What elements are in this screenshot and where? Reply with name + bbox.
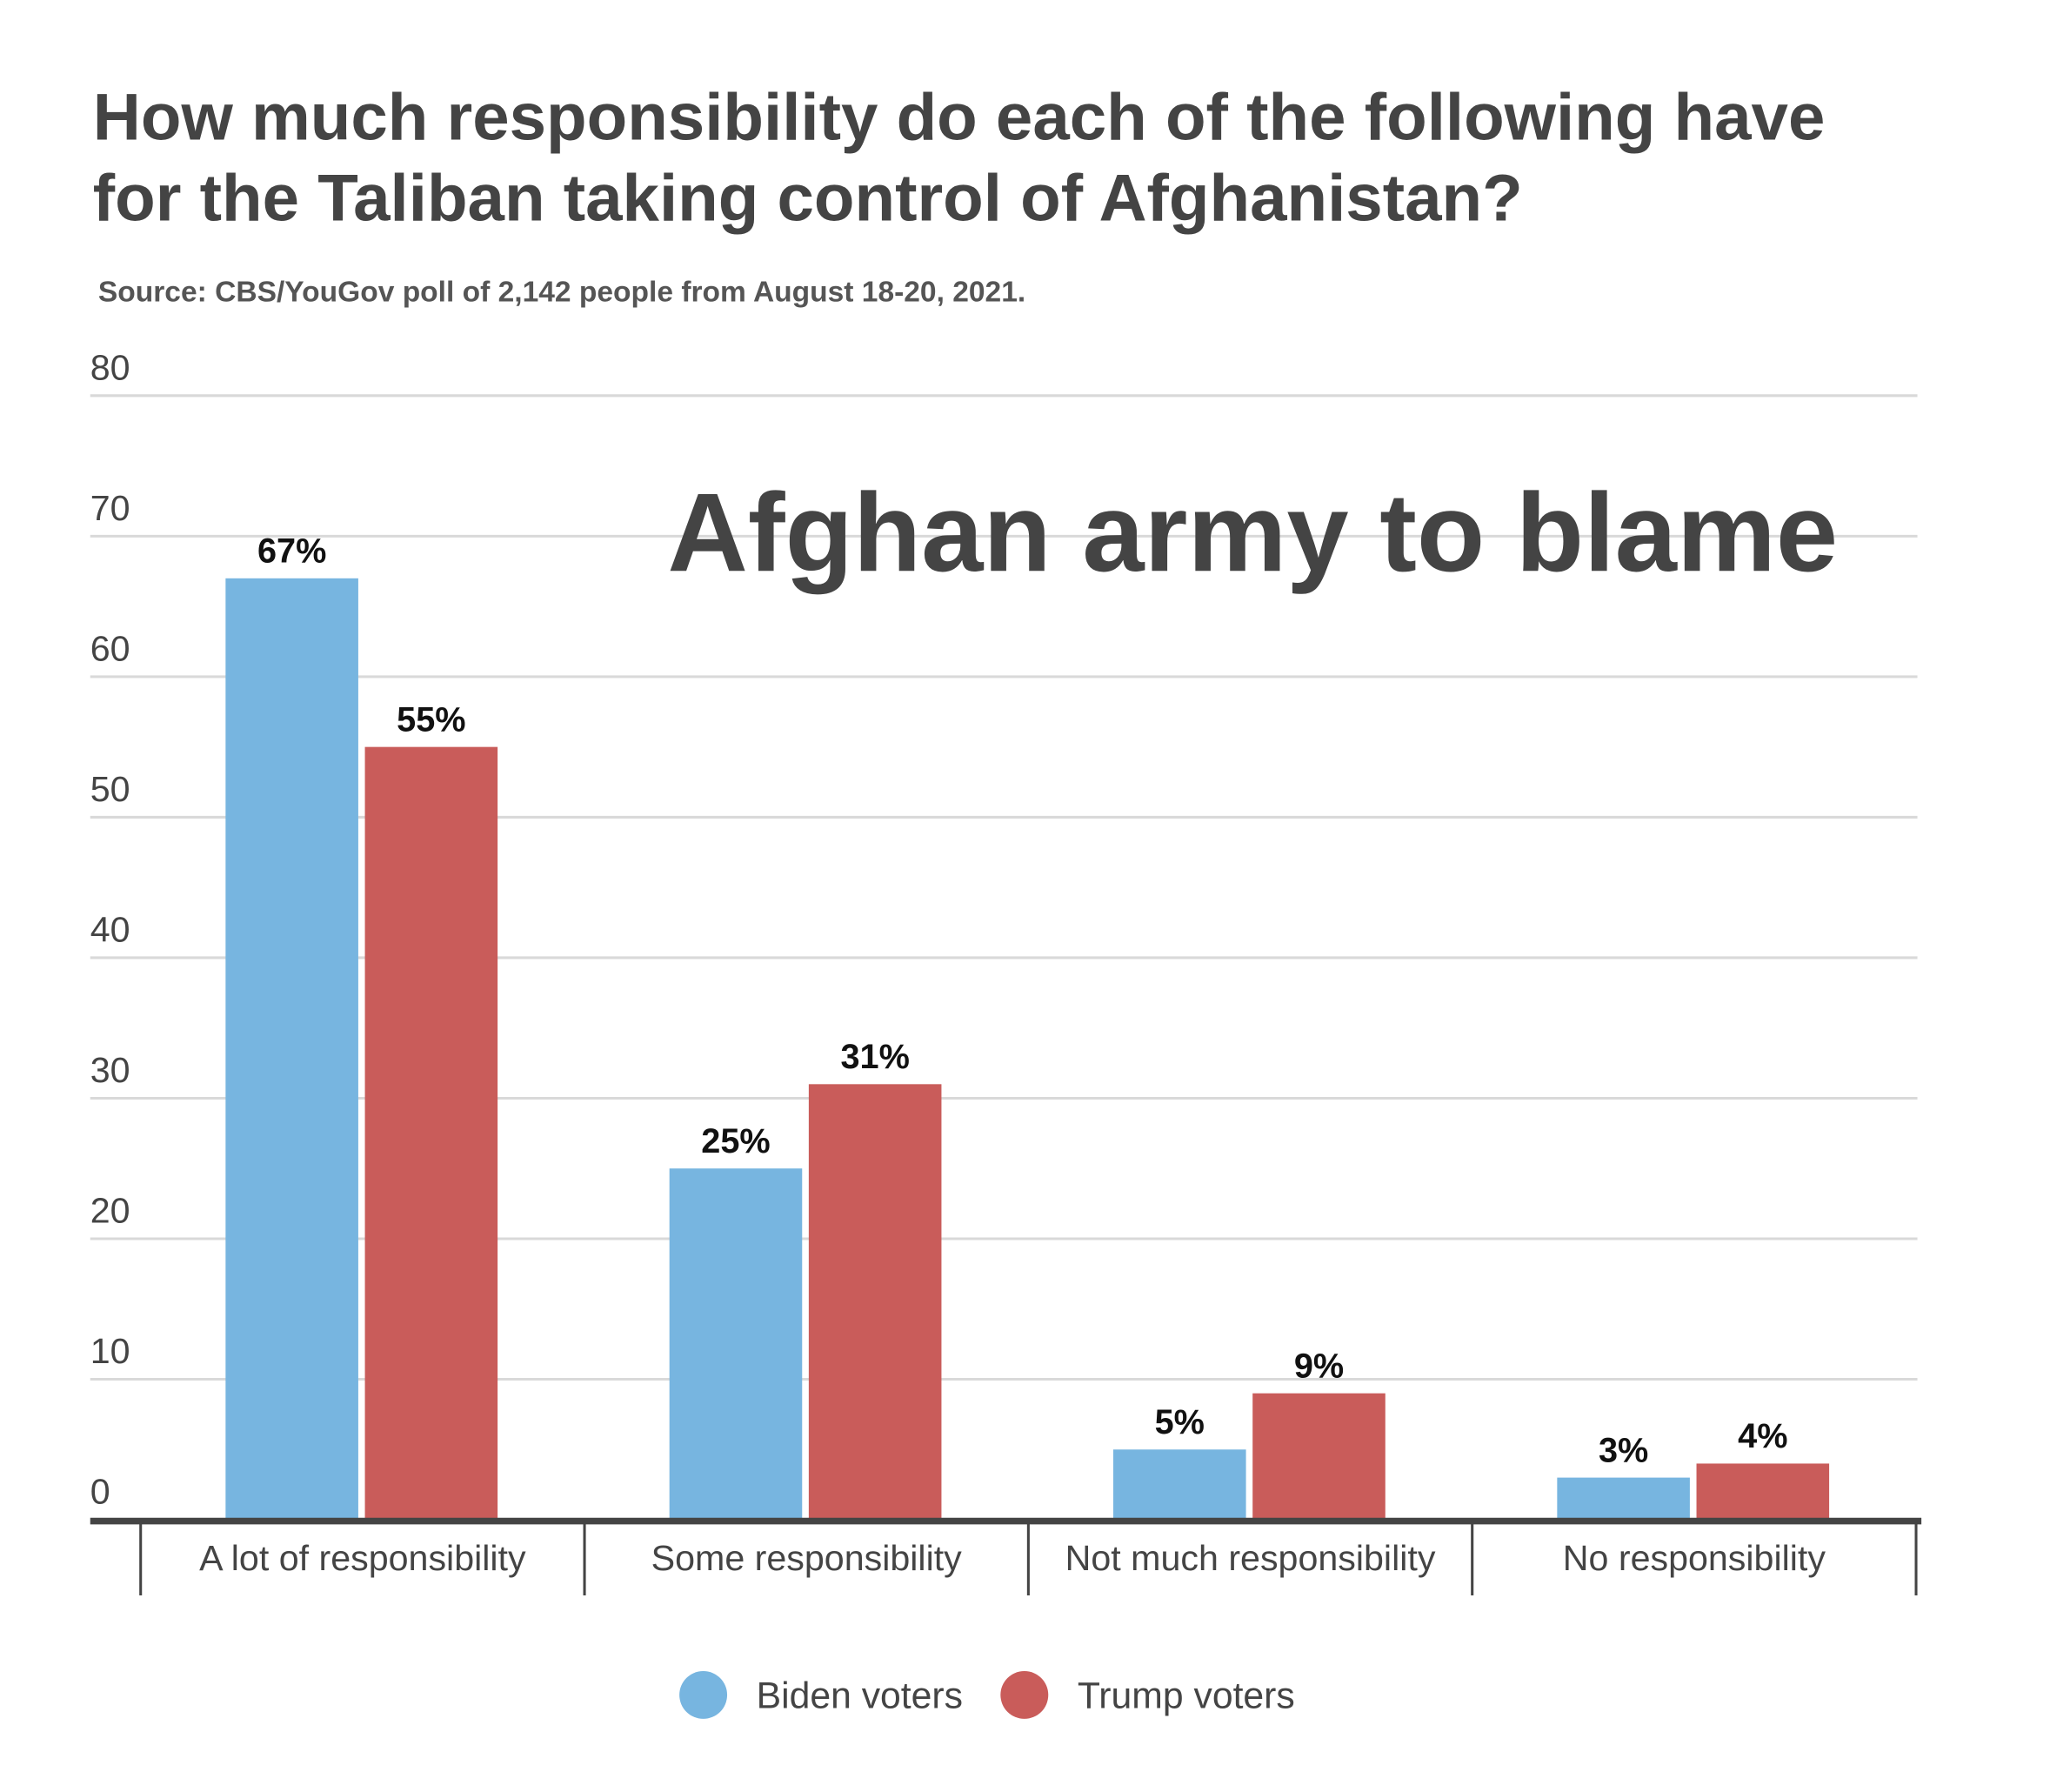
legend-swatch-biden [679, 1670, 728, 1719]
y-tick-label: 80 [90, 348, 130, 388]
bar-biden [669, 1168, 803, 1521]
data-label: 4% [1738, 1417, 1787, 1455]
y-tick-label: 50 [90, 769, 130, 809]
data-label: 3% [1599, 1431, 1648, 1469]
bar-biden [1557, 1477, 1690, 1521]
bar-biden [225, 578, 358, 1521]
data-label: 9% [1294, 1347, 1344, 1385]
chart-title-line-2: for the Taliban taking control of Afghan… [93, 161, 1523, 235]
bar-trump [1696, 1463, 1830, 1521]
data-label: 55% [397, 700, 465, 739]
x-category-label: A lot of responsibility [199, 1538, 526, 1578]
chart-annotation: Afghan army to blame [667, 471, 1838, 595]
bar-trump [1252, 1393, 1386, 1521]
y-tick-label: 0 [90, 1472, 110, 1512]
data-label: 67% [257, 532, 326, 571]
chart-title-line-1: How much responsibility do each of the f… [93, 80, 1826, 154]
y-tick-label: 60 [90, 629, 130, 669]
x-category-label: Some responsibility [651, 1538, 963, 1578]
data-label: 31% [840, 1038, 909, 1076]
legend-label: Trump voters [1078, 1675, 1295, 1717]
bar-trump [364, 746, 498, 1521]
bar-biden [1113, 1449, 1246, 1521]
legend-swatch-trump [1000, 1670, 1049, 1719]
y-tick-label: 10 [90, 1331, 130, 1371]
data-label: 25% [701, 1122, 770, 1160]
data-label: 5% [1155, 1403, 1205, 1441]
y-tick-label: 70 [90, 488, 130, 528]
x-axis: A lot of responsibility Some responsibili… [90, 1517, 1922, 1596]
bar-trump [808, 1084, 942, 1521]
legend-label: Biden voters [757, 1675, 963, 1717]
bars: 67% 25% 5% 3% 55% 31% 9% 4% [225, 532, 1830, 1521]
y-tick-label: 20 [90, 1191, 130, 1231]
y-tick-label: 40 [90, 910, 130, 950]
x-category-label: No responsibility [1563, 1538, 1826, 1578]
chart-subtitle: Source: CBS/YouGov poll of 2,142 people … [98, 277, 1025, 309]
legend: Biden voters Trump voters [679, 1670, 1295, 1719]
x-category-label: Not much responsibility [1065, 1538, 1436, 1578]
y-tick-label: 30 [90, 1050, 130, 1090]
